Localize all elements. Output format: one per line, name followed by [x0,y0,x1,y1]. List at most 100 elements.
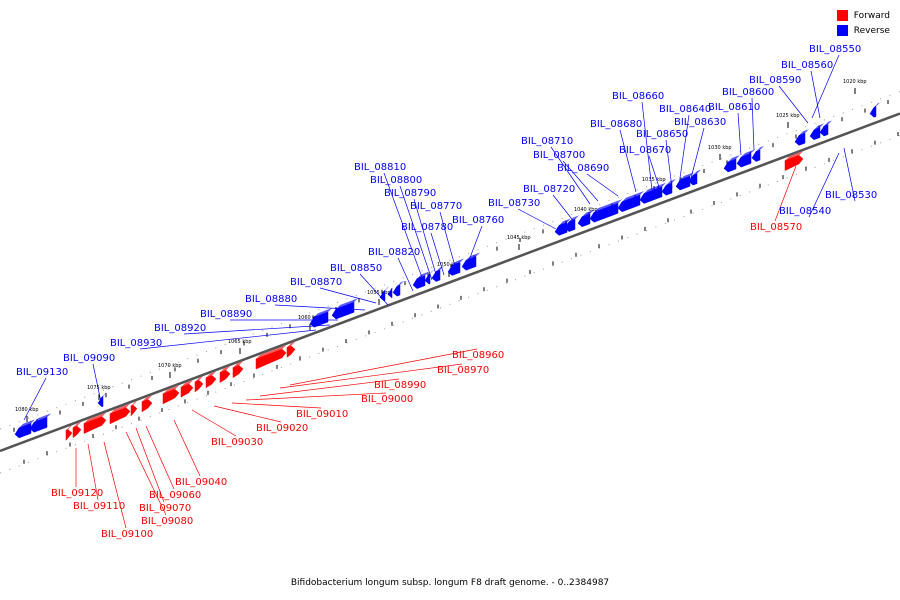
label-leader [778,85,809,124]
label-leader [135,427,165,503]
reverse-gene-top [569,215,579,222]
reverse-gene [751,149,761,162]
label-leader [23,377,47,421]
gene-label-reverse: BIL_08650 [636,129,688,140]
label-leader [397,257,414,292]
reverse-gene [639,186,663,204]
gene-label-reverse: BIL_08890 [200,309,252,320]
reverse-gene [392,284,401,297]
gene-label-reverse: BIL_08680 [590,119,642,130]
reverse-gene [97,396,104,408]
label-leader [289,348,478,386]
backbone-line [0,112,900,453]
reverse-gene-top [559,218,571,226]
label-leader [399,185,433,281]
reverse-gene-top [644,182,666,194]
gene-label-reverse: BIL_08730 [488,198,540,209]
tick-label: 1040 kbp [574,207,598,213]
legend: Forward Reverse [836,8,890,38]
gene-label-forward: BIL_08960 [452,350,504,361]
gene-label-reverse: BIL_08920 [154,323,206,334]
label-leader [439,211,457,271]
forward-gene-top [195,376,203,382]
guide-lower [0,135,900,474]
gene-label-reverse: BIL_08810 [354,162,406,173]
forward-gene-top [66,425,72,431]
gene-label-reverse: BIL_08880 [245,294,297,305]
gene-label-reverse: BIL_08690 [557,163,609,174]
label-leader [808,152,840,218]
tick-label: 1060 kbp [298,315,322,321]
label-leader [586,173,619,197]
gene-label-reverse: BIL_08610 [708,102,760,113]
label-leader [552,194,576,224]
label-leader [173,419,201,477]
legend-label-reverse: Reverse [853,25,890,36]
reverse-gene [661,182,673,196]
label-leader [245,392,387,401]
reverse-gene-top [336,298,358,309]
gene-label-reverse: BIL_08770 [410,201,462,212]
forward-gene [194,380,204,393]
forward-gene-top [287,341,295,348]
tick-label: 1035 kbp [642,177,666,183]
reverse-gene [688,173,698,186]
gene-label-reverse: BIL_08790 [384,188,436,199]
reverse-gene [819,124,829,137]
label-leader [87,443,99,501]
reverse-gene [309,311,329,328]
reverse-gene-top [582,209,594,217]
label-leader [810,70,821,119]
gene-label-reverse: BIL_08870 [290,277,342,288]
forward-gene [72,425,82,439]
gene-label-reverse: BIL_08760 [452,215,504,226]
reverse-gene [554,222,568,236]
gene-label-forward: BIL_09000 [361,394,413,405]
label-leader [413,198,438,279]
forward-gene [130,404,138,417]
gene-label-reverse: BIL_08670 [619,145,671,156]
forward-gene [286,345,296,358]
gene-label-reverse: BIL_08710 [521,136,573,147]
label-leader [213,405,282,423]
tick-label: 1025 kbp [776,113,800,119]
gene-label-forward: BIL_08570 [750,222,802,233]
tick-label: 1070 kbp [158,363,182,369]
tick-label: 1065 kbp [228,339,252,345]
forward-gene-top [206,371,216,378]
reverse-gene-top [102,392,107,397]
reverse-gene [387,287,393,299]
label-leader [550,146,591,205]
label-leader [125,431,167,516]
reverse-gene [809,127,821,141]
gene-label-reverse: BIL_08930 [110,338,162,349]
gene-label-reverse: BIL_08560 [781,60,833,71]
gene-label-forward: BIL_09120 [51,488,103,499]
reverse-gene-top [314,308,332,318]
gene-label-reverse: BIL_08780 [401,222,453,233]
reverse-gene [431,269,441,282]
reverse-gene-top [824,120,832,126]
reverse-gene-top [417,271,429,279]
forward-gene-top [131,401,137,406]
gene-label-forward: BIL_09040 [175,477,227,488]
reverse-gene-top [814,123,824,130]
gene-label-forward: BIL_08970 [437,365,489,376]
reverse-gene [564,219,576,232]
forward-gene [83,416,107,434]
legend-label-forward: Forward [853,10,890,21]
reverse-gene [577,213,591,228]
reverse-gene [794,132,806,146]
tick-label: 1055 kbp [367,290,391,296]
gene-label-reverse: BIL_08550 [809,44,861,55]
label-leader [430,232,445,276]
forward-gene-top [73,422,81,428]
forward-gene-top [84,412,106,424]
gene-label-forward: BIL_09020 [256,423,308,434]
tick-label: 1020 kbp [843,79,867,85]
label-leader [92,363,102,403]
gene-label-reverse: BIL_08660 [612,91,664,102]
label-leader [259,378,400,397]
forward-gene [255,348,287,370]
